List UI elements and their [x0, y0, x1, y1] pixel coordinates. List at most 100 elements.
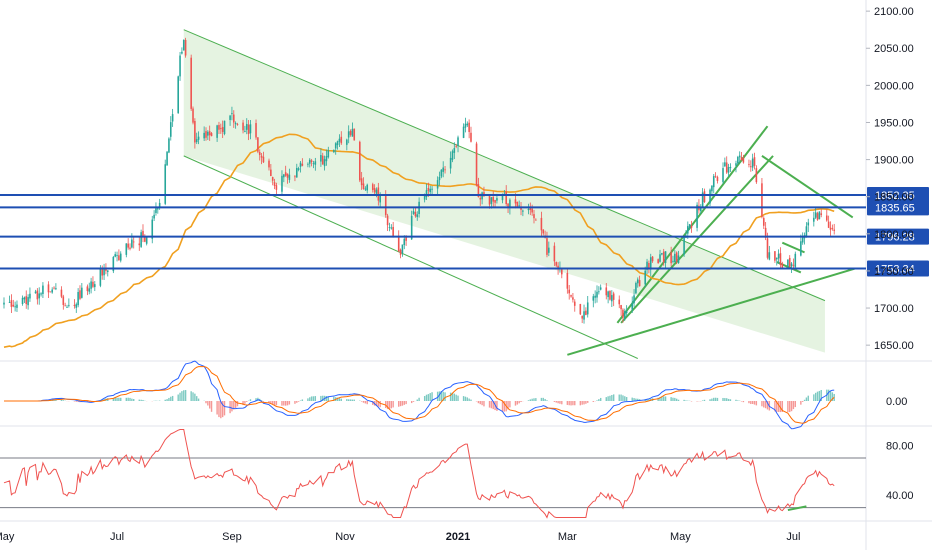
- time-tick-label: May: [670, 531, 691, 543]
- candle-body: [308, 159, 311, 164]
- price-tick-label: 2000.00: [874, 80, 914, 92]
- candle-body: [468, 122, 470, 132]
- macd-histogram-bar: [346, 399, 348, 401]
- candle: [249, 119, 252, 140]
- candle-body: [38, 293, 41, 299]
- candle: [51, 287, 53, 294]
- candle: [112, 255, 115, 274]
- candle: [390, 224, 393, 230]
- macd-histogram-bar: [233, 401, 235, 410]
- macd-signal-line: [4, 366, 835, 424]
- candle-body: [177, 76, 179, 114]
- macd-histogram-bar: [481, 401, 483, 406]
- macd-histogram-bar: [301, 399, 304, 401]
- candle-body: [412, 211, 415, 214]
- candle-body: [599, 287, 602, 290]
- macd-histogram-bar: [509, 401, 511, 408]
- candle-body: [818, 211, 821, 220]
- candle: [40, 292, 42, 297]
- macd-histogram-bar: [568, 401, 570, 406]
- candle: [594, 290, 596, 304]
- candle: [436, 176, 439, 195]
- macd-histogram-bar: [468, 398, 470, 401]
- macd-histogram-bar: [496, 401, 498, 411]
- macd-histogram-bar: [120, 397, 122, 401]
- candle-body: [88, 288, 91, 292]
- candle: [633, 289, 635, 307]
- candle: [431, 186, 433, 195]
- candle-body: [158, 202, 161, 208]
- candle: [142, 224, 144, 243]
- macd-histogram-bar: [737, 400, 739, 401]
- macd-histogram-bar: [598, 399, 600, 401]
- candle-body: [106, 270, 109, 273]
- candle-body: [438, 176, 441, 181]
- candle: [310, 158, 313, 167]
- candle-body: [182, 39, 185, 51]
- candle-body: [375, 189, 378, 194]
- candle-body: [775, 257, 778, 260]
- candle-body: [99, 267, 102, 286]
- candle-body: [53, 287, 55, 289]
- candle: [164, 159, 167, 206]
- candle: [429, 185, 432, 196]
- candle-body: [622, 309, 624, 318]
- macd-histogram-bar: [479, 401, 481, 405]
- candle-body: [340, 136, 343, 144]
- candle-body: [623, 311, 626, 319]
- macd-histogram-bar: [637, 398, 639, 401]
- candle: [157, 207, 159, 214]
- candle-body: [712, 176, 715, 188]
- candle-body: [155, 208, 157, 214]
- level-label: 1852.35: [875, 190, 915, 202]
- candle-body: [625, 311, 628, 314]
- candle-body: [218, 125, 220, 130]
- macd-histogram-bar: [633, 398, 635, 401]
- candle-body: [661, 253, 663, 255]
- macd-histogram-bar: [268, 401, 270, 403]
- macd-histogram-bar: [531, 398, 533, 401]
- macd-histogram-bar: [722, 397, 724, 401]
- candle-body: [605, 287, 608, 296]
- candle-body: [646, 261, 648, 270]
- candle-body: [462, 126, 465, 138]
- candle-body: [522, 210, 524, 212]
- macd-histogram-bar: [764, 401, 767, 409]
- candle: [271, 176, 274, 186]
- macd-histogram-bar: [518, 401, 520, 404]
- candle: [583, 304, 585, 324]
- candle-body: [820, 213, 823, 215]
- candle-body: [570, 295, 572, 297]
- candle: [438, 171, 441, 186]
- candle-body: [457, 137, 459, 146]
- candle-body: [690, 225, 693, 228]
- candle-body: [92, 281, 94, 287]
- candle-body: [711, 185, 713, 192]
- candle: [231, 106, 233, 121]
- candle-body: [742, 158, 745, 163]
- candle-body: [353, 128, 356, 141]
- candle: [462, 123, 465, 139]
- candle-body: [548, 247, 550, 253]
- candle: [168, 137, 170, 154]
- candle: [442, 161, 444, 178]
- level-label: 1835.65: [875, 202, 915, 214]
- macd-histogram-bar: [398, 401, 400, 407]
- candle-body: [768, 252, 771, 260]
- rsi-tick-label: 80.00: [886, 441, 914, 453]
- macd-histogram-bar: [831, 392, 834, 401]
- candle-body: [157, 208, 159, 210]
- candle: [184, 37, 187, 58]
- macd-histogram-bar: [620, 394, 622, 401]
- candle-body: [675, 252, 678, 262]
- candle-body: [831, 228, 834, 229]
- macd-histogram-bar: [805, 397, 808, 401]
- candle: [775, 257, 778, 266]
- candle: [151, 215, 154, 244]
- candle: [651, 255, 654, 263]
- candle-body: [709, 189, 711, 204]
- macd-histogram-bar: [410, 401, 413, 404]
- candle: [88, 282, 91, 295]
